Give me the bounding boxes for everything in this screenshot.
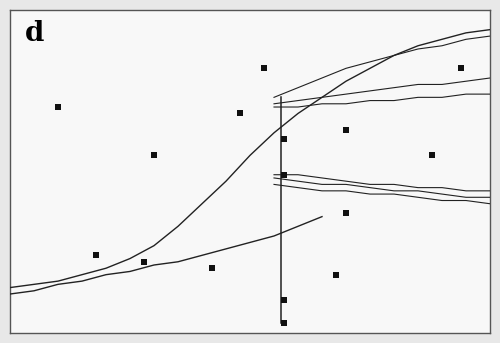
Point bbox=[457, 66, 465, 71]
Point bbox=[280, 172, 287, 177]
Point bbox=[92, 252, 100, 258]
Point bbox=[280, 320, 287, 326]
Text: d: d bbox=[24, 20, 44, 47]
Point bbox=[342, 211, 350, 216]
Point bbox=[332, 272, 340, 277]
Point bbox=[342, 127, 350, 132]
Point bbox=[208, 265, 216, 271]
Point bbox=[280, 298, 287, 303]
Point bbox=[280, 137, 287, 142]
Point bbox=[428, 153, 436, 158]
Point bbox=[236, 111, 244, 116]
Point bbox=[140, 259, 148, 264]
Point bbox=[150, 153, 158, 158]
Point bbox=[260, 66, 268, 71]
Point bbox=[54, 104, 62, 110]
